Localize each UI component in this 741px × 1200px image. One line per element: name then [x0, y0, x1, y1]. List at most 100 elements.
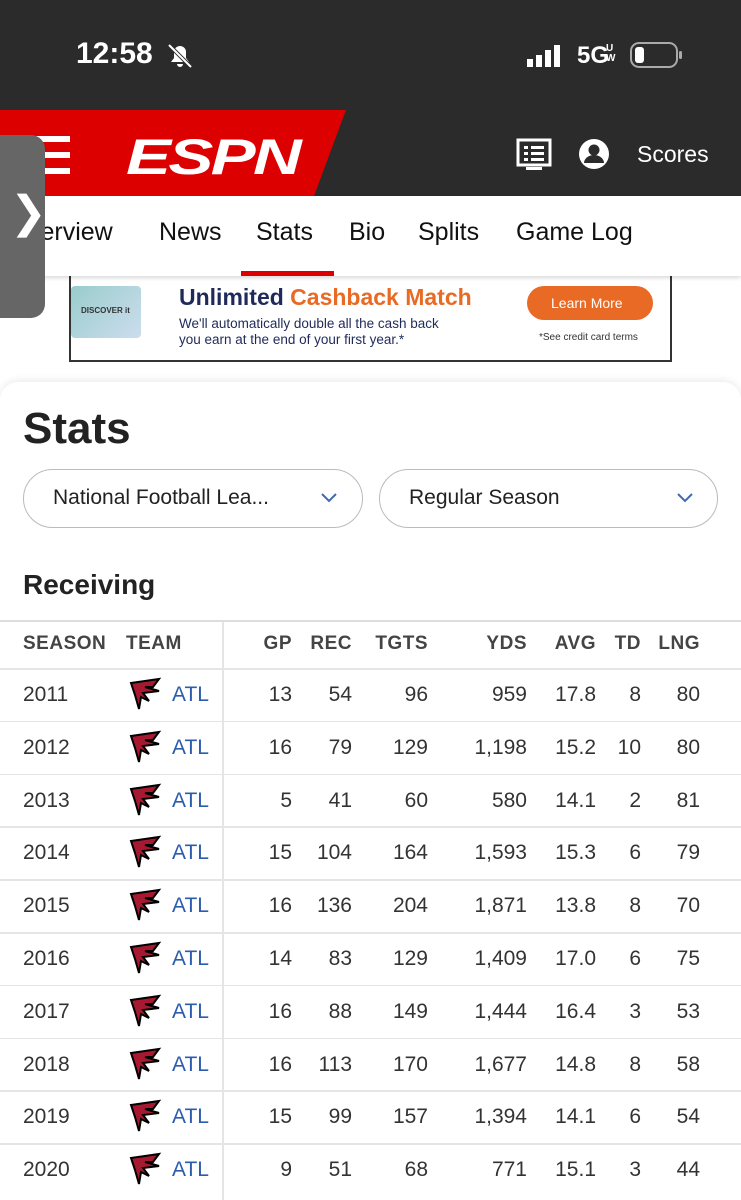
team-logo — [129, 1152, 162, 1185]
cell: 53 — [676, 999, 700, 1023]
column-header: YDS — [486, 633, 527, 654]
team-link[interactable]: ATL — [172, 894, 209, 918]
cell: 2011 — [23, 683, 69, 706]
team-link[interactable]: ATL — [172, 999, 209, 1023]
league-select[interactable]: National Football Lea... — [23, 469, 363, 528]
logo[interactable]: ESPN — [126, 129, 302, 185]
column-header: TGTS — [375, 633, 428, 654]
row-rule — [0, 932, 741, 934]
tab[interactable]: Game Log — [516, 218, 633, 246]
cell: 51 — [328, 1158, 352, 1182]
cell: 81 — [676, 788, 700, 812]
stats-title: Stats — [23, 404, 131, 453]
network: 5G — [577, 42, 610, 69]
team-logo — [129, 730, 162, 763]
team-logo — [129, 677, 162, 710]
cell: 70 — [676, 894, 700, 918]
cell: 8 — [629, 1052, 641, 1076]
cell: 157 — [392, 1105, 428, 1129]
team-logo — [129, 836, 162, 868]
cell: 149 — [392, 999, 428, 1023]
header: ESPN Scores — [0, 110, 741, 196]
side-drawer-handle[interactable]: ❯ — [0, 135, 47, 318]
header-red-band — [0, 110, 346, 196]
cell: 164 — [392, 841, 428, 865]
cell: 2014 — [23, 841, 70, 865]
ad-headline-b: Cashback Match — [290, 284, 472, 310]
ad-banner[interactable]: DISCOVER it Unlimited Cashback Match We'… — [69, 276, 672, 362]
cell: 79 — [328, 735, 352, 759]
cell: 2017 — [23, 999, 70, 1023]
cell: 15 — [268, 841, 292, 865]
cell: 104 — [316, 841, 352, 865]
row-rule — [0, 879, 741, 881]
column-header: GP — [263, 633, 292, 654]
cell: 204 — [392, 894, 428, 918]
cell: 16 — [268, 735, 292, 759]
cell: 96 — [404, 683, 428, 706]
card-sub: it — [125, 306, 130, 315]
ad-body-2: you earn at the end of your first year.* — [179, 332, 405, 347]
chevron — [321, 493, 337, 503]
signal-icon — [527, 45, 560, 67]
cell: 14.8 — [555, 1052, 596, 1076]
team-link[interactable]: ATL — [172, 841, 209, 865]
section-title: Receiving — [23, 569, 156, 600]
column-header: TD — [614, 633, 641, 654]
column-header: SEASON — [23, 633, 107, 654]
cell: 14.1 — [555, 788, 596, 812]
ad-body: We'll automatically double all the cash … — [179, 316, 439, 348]
cell: 13.8 — [555, 894, 596, 918]
ad-button[interactable]: Learn More — [527, 286, 653, 320]
mute-icon — [167, 43, 193, 69]
column-divider — [222, 620, 224, 1200]
cell: 2018 — [23, 1052, 70, 1076]
tab[interactable]: News — [159, 218, 222, 246]
battery-icon — [630, 42, 682, 68]
cell: 3 — [629, 999, 641, 1023]
cell: 41 — [328, 788, 352, 812]
row-rule — [0, 720, 741, 723]
cell: 2 — [629, 788, 641, 812]
profile-icon[interactable] — [578, 138, 610, 170]
team-link[interactable]: ATL — [172, 683, 209, 706]
cell: 54 — [328, 683, 352, 706]
chevron — [677, 493, 693, 503]
team-logo — [129, 888, 162, 921]
cell: 60 — [404, 788, 428, 812]
cell: 15.2 — [555, 735, 596, 759]
tab[interactable]: Splits — [418, 218, 480, 246]
cell: 68 — [404, 1158, 428, 1182]
team-link[interactable]: ATL — [172, 947, 209, 970]
cell: 80 — [676, 735, 700, 759]
cell: 99 — [328, 1105, 352, 1129]
team-link[interactable]: ATL — [172, 735, 209, 759]
tab[interactable]: Bio — [349, 218, 386, 246]
team-link[interactable]: ATL — [172, 788, 209, 812]
cell: 959 — [491, 683, 527, 706]
cell: 136 — [316, 894, 352, 918]
cell: 13 — [268, 683, 292, 706]
cell: 16 — [268, 894, 292, 918]
cell: 10 — [617, 735, 641, 759]
tab[interactable]: Stats — [256, 218, 313, 246]
ad-body-1: We'll automatically double all the cash … — [179, 316, 439, 331]
cell: 129 — [392, 735, 428, 759]
team-link[interactable]: ATL — [172, 1158, 209, 1182]
cell: 6 — [629, 841, 641, 865]
cell: 9 — [280, 1158, 292, 1182]
team-link[interactable]: ATL — [172, 1105, 209, 1129]
cell: 2013 — [23, 788, 70, 812]
cell: 1,198 — [474, 735, 527, 759]
scores-list-icon[interactable] — [516, 138, 552, 172]
cell: 2019 — [23, 1105, 70, 1129]
season-select[interactable]: Regular Season — [379, 469, 718, 528]
cell: 16 — [268, 1052, 292, 1076]
cell: 771 — [491, 1158, 527, 1182]
team-link[interactable]: ATL — [172, 1052, 209, 1076]
cell: 1,871 — [474, 894, 527, 918]
ad-terms: *See credit card terms — [539, 332, 638, 343]
cell: 75 — [676, 947, 700, 970]
scores-link[interactable]: Scores — [637, 141, 709, 167]
ad-card-image: DISCOVER it — [71, 286, 141, 338]
